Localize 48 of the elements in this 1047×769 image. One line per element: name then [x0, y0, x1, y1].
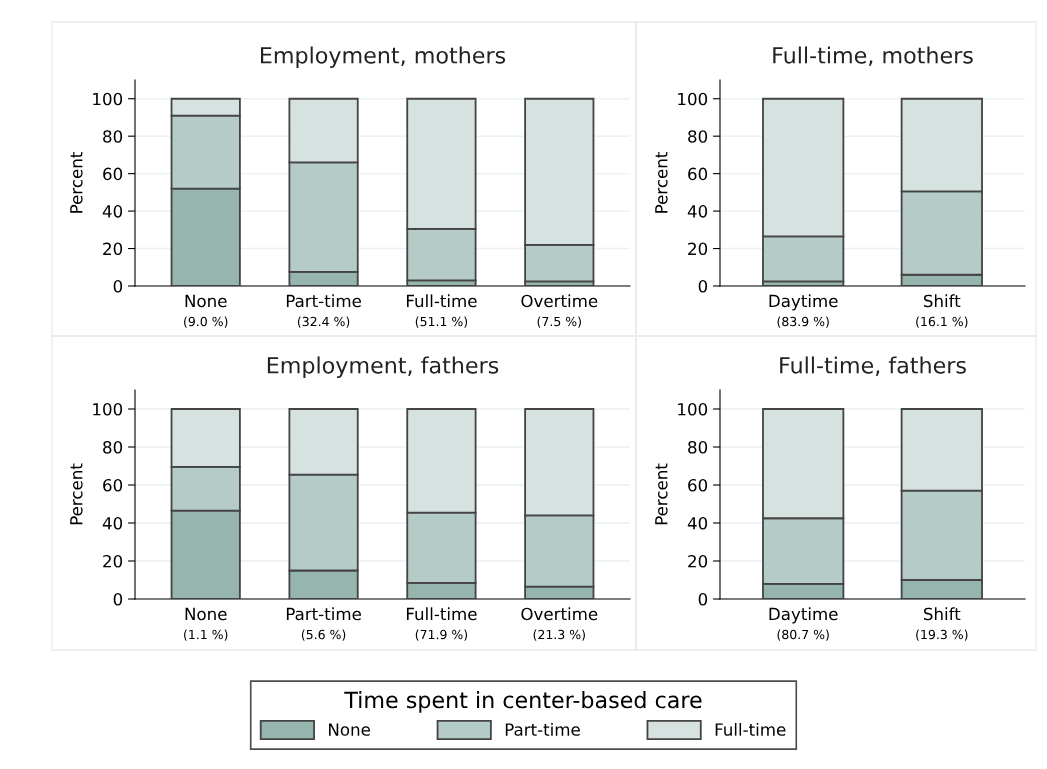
chart-title: Employment, mothers [260, 46, 506, 68]
legend-title: Time spent in center-based care [344, 691, 702, 713]
y-tick-label: 80 [103, 440, 123, 454]
x-tick-label: None (1.1 %) [184, 607, 228, 641]
x-tick-label: None (9.0 %) [184, 294, 228, 328]
y-tick-label: 20 [688, 554, 708, 568]
y-tick-label: 100 [93, 402, 123, 416]
y-tick-label: 40 [102, 205, 123, 218]
y-tick-label: 80 [103, 130, 123, 143]
y-tick-label: 80 [688, 440, 708, 454]
y-tick-label: 60 [688, 167, 708, 181]
x-tick-label: Overtime (7.5 %) [521, 294, 598, 328]
y-tick-label: 0 [698, 592, 708, 606]
chart-title: Employment, fathers [267, 356, 499, 378]
y-tick-label: 20 [103, 554, 123, 568]
chart-title: Full-time, fathers [780, 356, 966, 376]
y-tick-label: 20 [688, 242, 708, 256]
y-axis-title: Percent [655, 152, 668, 213]
y-axis-title: Percent [70, 152, 83, 213]
x-tick-label: Overtime (21.3 %) [521, 607, 598, 641]
x-tick-label: Full-time (51.1 %) [406, 294, 477, 328]
y-tick-label: 60 [688, 478, 708, 492]
x-tick-label: Daytime (83.9 %) [769, 294, 838, 328]
y-tick-label: 80 [688, 130, 708, 143]
x-tick-label: Daytime (80.7 %) [769, 607, 838, 641]
x-tick-label: Shift (19.3 %) [916, 607, 968, 641]
legend-label: Part-time [505, 722, 580, 736]
x-tick-label: Part-time (5.6 %) [286, 607, 361, 641]
y-tick-label: 100 [678, 402, 708, 416]
y-axis-title: Percent [655, 463, 668, 525]
y-tick-label: 100 [93, 92, 123, 106]
y-tick-label: 60 [103, 478, 123, 492]
y-tick-label: 60 [103, 167, 123, 181]
y-tick-label: 20 [103, 242, 123, 256]
x-tick-label: Full-time (71.9 %) [406, 607, 477, 641]
y-tick-label: 0 [113, 592, 123, 606]
y-tick-label: 0 [698, 279, 708, 293]
chart-title: Full-time, mothers [773, 46, 973, 66]
legend-label: None [329, 723, 370, 736]
y-axis-title: Percent [70, 463, 83, 525]
x-tick-label: Part-time (32.4 %) [286, 294, 361, 328]
y-tick-label: 40 [687, 205, 708, 218]
y-tick-label: 0 [113, 279, 123, 293]
x-tick-label: Shift (16.1 %) [916, 294, 968, 328]
legend-label: Full-time [715, 722, 786, 736]
y-tick-label: 40 [102, 516, 123, 530]
y-tick-label: 40 [687, 516, 708, 530]
y-tick-label: 100 [678, 92, 708, 106]
